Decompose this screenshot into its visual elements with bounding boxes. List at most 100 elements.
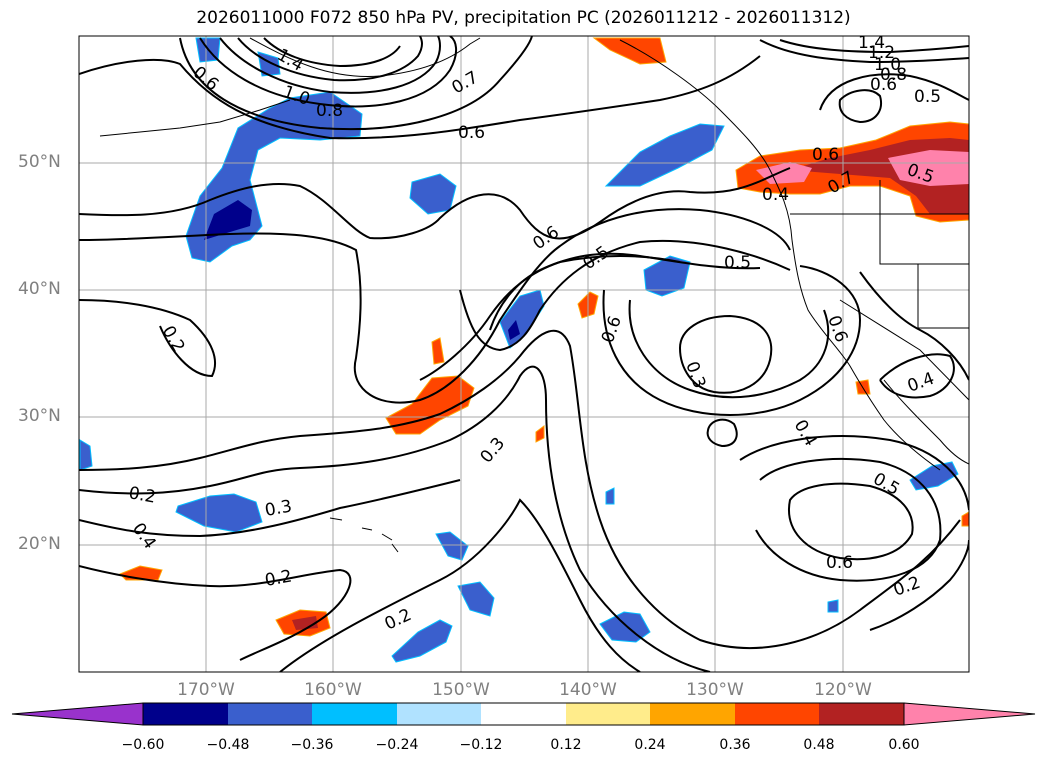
colorbar-cell	[650, 703, 735, 725]
lat-label-20n: 20°N	[18, 534, 61, 554]
contour-line	[869, 539, 969, 631]
blue-shade	[909, 461, 959, 491]
orange-shade	[535, 425, 545, 443]
contour-line	[79, 365, 711, 672]
blue-shade	[175, 493, 263, 533]
contour-line	[819, 73, 969, 111]
blue-shade	[435, 531, 469, 561]
colorbar-tick: −0.60	[121, 737, 165, 753]
pink-shade	[888, 150, 969, 186]
colorbar-cell	[566, 703, 650, 725]
blue-shade	[604, 123, 725, 187]
colorbar-tick: 0.12	[550, 737, 582, 753]
contour-line	[779, 39, 969, 54]
baja	[883, 379, 969, 465]
colorbar-cell	[143, 703, 228, 725]
canada-coast	[619, 39, 793, 241]
colorbar-tick: −0.48	[206, 737, 250, 753]
lon-label-130w: 130°W	[686, 680, 744, 700]
lon-label-150w: 150°W	[432, 680, 490, 700]
contour-line	[879, 353, 955, 399]
contour-label: 0.3	[263, 497, 293, 521]
colorbar-tick: −0.12	[459, 737, 503, 753]
colorbar-tick: −0.24	[375, 737, 419, 753]
contour-label: 0.5	[724, 253, 751, 273]
contour-line	[755, 457, 942, 582]
contour-line	[179, 36, 533, 131]
blue-shade	[605, 487, 615, 505]
blue-shade	[79, 439, 93, 471]
contour-line	[419, 255, 681, 381]
contour-line	[788, 482, 914, 561]
contour-label: 0.5	[914, 87, 941, 107]
colorbar-extend-left	[11, 702, 144, 726]
contour-label: 0.6	[826, 553, 853, 573]
contour-line	[219, 36, 441, 94]
colorbar-cell	[819, 703, 904, 725]
contour-label-group: 1.4 0.6 1.0 0.8 0.7 0.6 1.4 1.2 1.0 0.8 …	[127, 33, 941, 635]
contour-line	[79, 479, 461, 538]
state-borders	[790, 180, 969, 401]
contour-line	[602, 265, 862, 416]
contour-line	[279, 498, 641, 672]
map-area	[79, 36, 969, 672]
contour-label: 0.4	[762, 185, 789, 205]
contour-line	[838, 89, 882, 124]
colorbar-cell	[397, 703, 481, 725]
contour-label: 0.6	[812, 145, 839, 165]
colorbar-extend-right	[903, 702, 1036, 726]
contour-label: 1.2	[868, 43, 895, 63]
contour-line	[79, 299, 216, 378]
contour-label: 0.8	[880, 65, 907, 85]
colorbar-tick: 0.48	[803, 737, 835, 753]
lat-label-30n: 30°N	[18, 406, 61, 426]
blue-shade	[391, 619, 453, 663]
contour-label: 0.2	[263, 567, 293, 591]
contour-label: 0.6	[870, 75, 897, 95]
map-title: 2026011000 F072 850 hPa PV, precipitatio…	[196, 8, 851, 28]
contour-line	[79, 55, 761, 140]
contour-label: 1.4	[858, 33, 885, 53]
pv-contours	[79, 36, 969, 672]
contour-label: 0.6	[458, 123, 485, 143]
blue-dark-shade	[204, 200, 252, 240]
lat-label-40n: 40°N	[18, 279, 61, 299]
colorbar-cell	[481, 703, 566, 725]
contour-line	[459, 239, 791, 352]
precip-negative-fills	[79, 37, 959, 663]
contour-label: 0.8	[316, 101, 343, 121]
precip-positive-fills	[119, 37, 969, 637]
blue-shade	[827, 599, 839, 613]
colorbar-tick: 0.24	[634, 737, 666, 753]
contour-line	[759, 39, 969, 64]
orange-shade	[592, 37, 667, 65]
colorbar-tick: 0.36	[719, 737, 751, 753]
contour-line	[79, 167, 791, 240]
lat-label-50n: 50°N	[18, 152, 61, 172]
pink-shade	[756, 162, 812, 184]
map-frame	[78, 35, 970, 673]
blue-shade	[457, 581, 495, 617]
lon-label-170w: 170°W	[177, 680, 235, 700]
colorbar-cell	[228, 703, 312, 725]
contour-line	[739, 435, 969, 511]
contour-line	[79, 208, 791, 404]
us-west-coast	[791, 239, 941, 471]
contour-line	[79, 565, 352, 661]
lon-label-120w: 120°W	[814, 680, 872, 700]
lon-label-160w: 160°W	[304, 680, 362, 700]
colorbar-tick: −0.36	[290, 737, 334, 753]
contour-label: 1.0	[874, 55, 901, 75]
colorbar-cell	[735, 703, 819, 725]
contour-line	[79, 329, 961, 650]
contour-line	[237, 36, 423, 82]
colorbar-tick: 0.60	[888, 737, 920, 753]
contour-line	[628, 299, 830, 399]
lon-label-140w: 140°W	[559, 680, 617, 700]
contour-line	[678, 314, 773, 394]
aleutians	[99, 99, 291, 137]
contour-line	[859, 271, 969, 381]
orange-shade	[431, 337, 445, 365]
blue-dark-shade	[508, 320, 520, 340]
